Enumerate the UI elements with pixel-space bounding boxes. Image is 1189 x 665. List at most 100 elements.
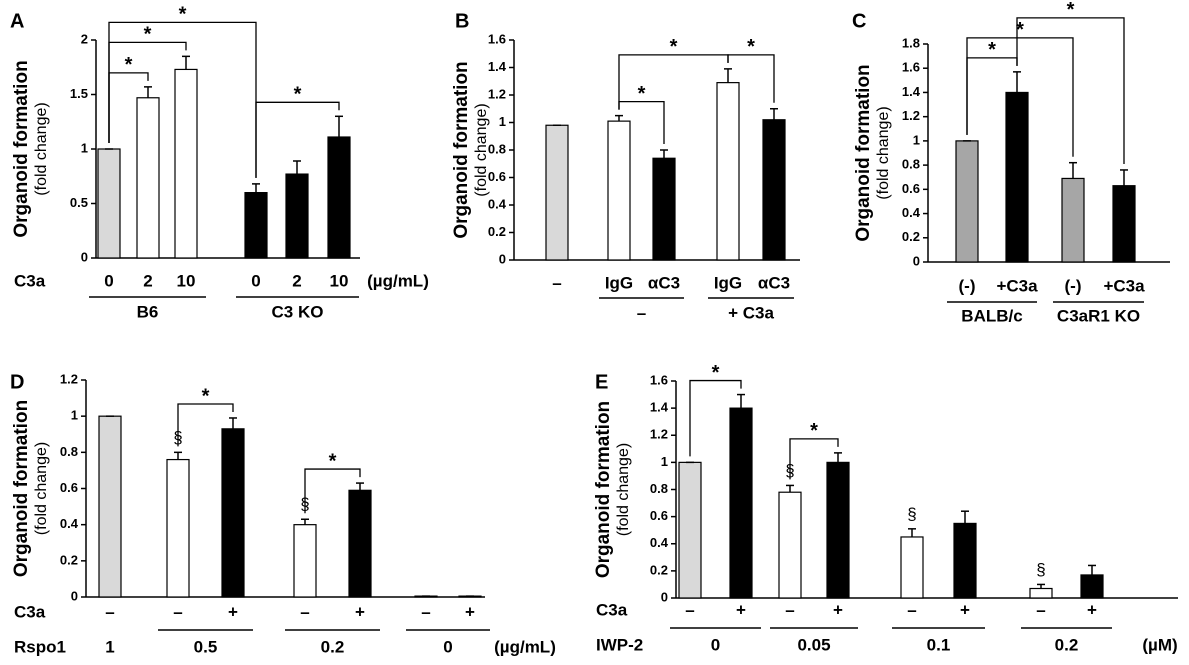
y-tick-label: 2: [81, 31, 88, 46]
panel-title: D: [10, 371, 24, 393]
group-label: 0.2: [1055, 635, 1079, 654]
y-tick-label: 0.5: [70, 195, 88, 210]
y-axis-sublabel: (fold change): [615, 443, 632, 536]
x-tick-label: αC3: [758, 273, 790, 292]
significance-bracket: [727, 54, 775, 103]
bar: [1080, 574, 1104, 599]
y-tick-label: 1: [499, 114, 506, 129]
bar: [174, 68, 198, 259]
y-axis-sublabel: (fold change): [473, 103, 490, 196]
y-tick-label: 0.8: [902, 157, 920, 172]
panel: C Organoid formation (fold change) 0 0.2 0.4 0…: [852, 0, 1170, 325]
y-tick-label: 1.8: [902, 35, 920, 50]
y-tick-label: 1: [81, 140, 88, 155]
y-tick-label: 0: [81, 249, 88, 264]
panel-title: B: [455, 10, 469, 32]
y-tick-label: 0.4: [902, 205, 921, 220]
significance-label: *: [329, 450, 337, 472]
significance-bracket: [304, 468, 361, 514]
bar: [348, 489, 372, 598]
group-label: C3 KO: [272, 302, 324, 321]
group-label: 0.2: [321, 637, 345, 656]
significance-label: *: [1016, 19, 1024, 41]
panel: A Organoid formation (fold change) 0 0.5 1 1.5…: [10, 4, 429, 322]
panel: D Organoid formation (fold change) 0 0.2 0.4 0…: [10, 371, 556, 656]
x-tick-label: +C3a: [1103, 276, 1145, 295]
significance-marker: §: [907, 504, 916, 523]
y-axis-label: Organoid formation: [853, 64, 874, 241]
row-label: C3a: [596, 600, 628, 619]
group-label: B6: [137, 302, 159, 321]
y-tick-label: 1.5: [70, 86, 88, 101]
x-tick-label: –: [173, 602, 182, 621]
group-label: BALB/c: [961, 306, 1022, 325]
bar: [166, 458, 190, 598]
significance-label: *: [638, 83, 646, 105]
y-tick-label: 1.4: [902, 84, 921, 99]
x-tick-label: IgG: [714, 273, 742, 292]
significance-label: *: [1067, 0, 1075, 21]
x-tick-label: IgG: [605, 273, 633, 292]
y-tick-label: 1.4: [650, 400, 669, 415]
x-tick-label: (-): [959, 276, 976, 295]
significance-label: *: [810, 420, 818, 442]
y-tick-label: 0.6: [488, 169, 506, 184]
row-label: IWP-2: [596, 635, 643, 654]
unit-label: (µM): [1142, 635, 1177, 654]
bar: [955, 140, 979, 263]
group-label: 0.5: [194, 637, 218, 656]
y-axis-label: Organoid formation: [11, 400, 32, 577]
row-label: Rspo1: [14, 637, 66, 656]
y-tick-label: 1.2: [488, 86, 506, 101]
x-tick-label: +: [960, 600, 970, 619]
significance-bracket: [108, 21, 257, 178]
y-axis-sublabel: (fold change): [33, 102, 50, 195]
bar: [136, 97, 160, 259]
x-tick-label: –: [421, 602, 430, 621]
group-label: 0: [443, 637, 452, 656]
panel-title: C: [852, 10, 866, 32]
y-tick-label: 1.6: [488, 31, 506, 46]
significance-label: *: [747, 36, 755, 58]
significance-label: *: [144, 24, 152, 46]
y-axis-label: Organoid formation: [451, 61, 472, 238]
y-tick-label: 0.8: [650, 481, 668, 496]
bar: [1061, 177, 1085, 263]
bar: [285, 173, 309, 259]
significance-label: *: [125, 54, 133, 76]
x-tick-label: –: [785, 600, 794, 619]
significance-label: *: [670, 36, 678, 58]
significance-label: *: [179, 4, 187, 26]
y-tick-label: 0.4: [488, 196, 507, 211]
x-tick-label: –: [105, 602, 114, 621]
y-tick-label: 1.2: [60, 371, 78, 386]
y-tick-label: 0.2: [60, 552, 78, 567]
y-tick-label: 0: [661, 589, 668, 604]
significance-label: *: [202, 385, 210, 407]
significance-bracket: [789, 438, 839, 480]
x-tick-label: 10: [177, 271, 196, 290]
group-label: C3aR1 KO: [1057, 306, 1140, 325]
y-tick-label: 0.4: [650, 535, 669, 550]
y-tick-label: 1: [71, 408, 78, 423]
y-tick-label: 0.8: [488, 141, 506, 156]
y-axis-label: Organoid formation: [593, 401, 614, 578]
y-tick-label: 1: [661, 454, 668, 469]
unit-label: (µg/mL): [494, 637, 556, 656]
group-label: 1: [105, 637, 114, 656]
y-tick-label: 1.4: [488, 59, 507, 74]
y-tick-label: 0.6: [650, 508, 668, 523]
x-tick-label: +: [355, 602, 365, 621]
y-tick-label: 1.6: [902, 60, 920, 75]
y-axis-sublabel: (fold change): [875, 106, 892, 199]
significance-bracket: [966, 37, 1074, 157]
x-tick-label: 2: [292, 271, 301, 290]
bar: [953, 522, 977, 599]
bar: [729, 407, 753, 599]
y-tick-label: 1: [913, 132, 920, 147]
x-tick-label: –: [552, 273, 561, 292]
y-tick-label: 1.2: [902, 108, 920, 123]
x-tick-label: (-): [1065, 276, 1082, 295]
x-tick-label: αC3: [648, 273, 680, 292]
